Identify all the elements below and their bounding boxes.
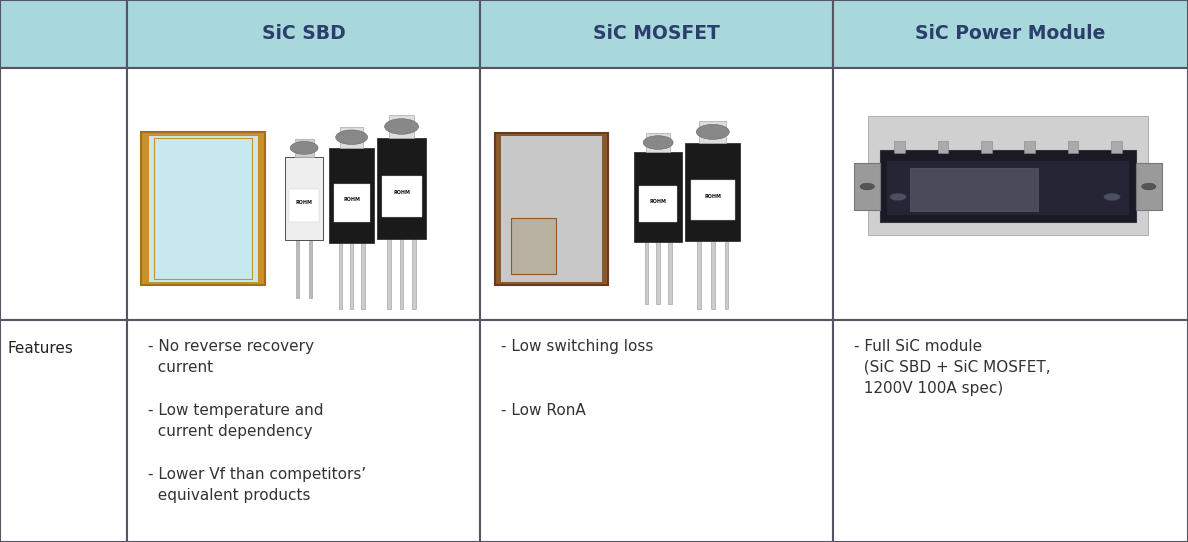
Bar [400, 239, 403, 309]
Bar [154, 138, 252, 279]
Bar [685, 143, 740, 241]
Bar [388, 115, 415, 138]
Bar [868, 117, 1148, 236]
Bar [285, 157, 323, 241]
Text: ROHM: ROHM [393, 190, 410, 195]
Bar [833, 320, 1188, 542]
Bar [127, 68, 480, 320]
Bar [1068, 141, 1079, 153]
Bar [937, 141, 948, 153]
Bar [646, 133, 670, 152]
Bar [639, 186, 677, 222]
Text: SiC Power Module: SiC Power Module [915, 24, 1106, 43]
Text: - Low switching loss: - Low switching loss [501, 339, 653, 354]
Bar [669, 242, 671, 304]
Bar [127, 0, 480, 68]
Bar [295, 139, 314, 157]
Circle shape [643, 136, 674, 150]
Bar [387, 239, 391, 309]
Bar [1136, 163, 1162, 210]
Circle shape [290, 141, 318, 154]
Bar [309, 241, 311, 298]
Bar [0, 320, 127, 542]
Bar [377, 138, 426, 239]
Bar [141, 132, 265, 285]
Text: Features: Features [7, 341, 72, 357]
Bar [480, 0, 833, 68]
Text: SiC SBD: SiC SBD [261, 24, 346, 43]
Bar [910, 168, 1038, 211]
Circle shape [336, 130, 367, 145]
Bar [1111, 141, 1121, 153]
Text: ROHM: ROHM [650, 198, 666, 204]
Circle shape [890, 193, 906, 201]
Bar [895, 141, 905, 153]
Circle shape [1142, 183, 1156, 190]
Circle shape [860, 183, 874, 190]
Bar [297, 241, 299, 298]
Circle shape [1104, 193, 1120, 201]
Text: - Low RonA: - Low RonA [501, 403, 586, 418]
Bar [981, 141, 992, 153]
Bar [691, 180, 734, 220]
Bar [880, 151, 1136, 222]
Bar [699, 121, 726, 143]
Bar [697, 241, 701, 309]
Bar [341, 127, 364, 147]
Bar [657, 242, 659, 304]
Circle shape [696, 124, 729, 139]
Text: ROHM: ROHM [704, 193, 721, 199]
Text: - Full SiC module
  (SiC SBD + SiC MOSFET,
  1200V 100A spec): - Full SiC module (SiC SBD + SiC MOSFET,… [854, 339, 1051, 396]
Bar [339, 243, 342, 309]
Bar [833, 68, 1188, 320]
Text: ROHM: ROHM [296, 200, 312, 205]
Bar [381, 176, 422, 217]
Text: - Low temperature and
  current dependency: - Low temperature and current dependency [148, 403, 324, 438]
Text: - Lower Vf than competitors’
  equivalent products: - Lower Vf than competitors’ equivalent … [148, 467, 367, 502]
Bar [725, 241, 728, 309]
Bar [334, 184, 369, 222]
Bar [361, 243, 365, 309]
Text: ROHM: ROHM [343, 197, 360, 202]
Bar [854, 163, 880, 210]
Bar [501, 136, 602, 282]
Bar [148, 136, 258, 282]
Bar [710, 241, 715, 309]
Bar [480, 68, 833, 320]
Bar [1024, 141, 1035, 153]
Bar [0, 0, 127, 68]
Bar [645, 242, 647, 304]
Bar [833, 0, 1188, 68]
Text: SiC MOSFET: SiC MOSFET [593, 24, 720, 43]
Bar [127, 320, 480, 542]
Circle shape [385, 119, 418, 134]
Bar [887, 161, 1129, 215]
Bar [412, 239, 416, 309]
Bar [329, 147, 374, 243]
Bar [350, 243, 353, 309]
Bar [634, 152, 682, 242]
Bar [480, 320, 833, 542]
Bar [0, 68, 127, 320]
Bar [495, 133, 608, 285]
Bar [511, 218, 556, 274]
Bar [289, 189, 320, 222]
Text: - No reverse recovery
  current: - No reverse recovery current [148, 339, 315, 375]
